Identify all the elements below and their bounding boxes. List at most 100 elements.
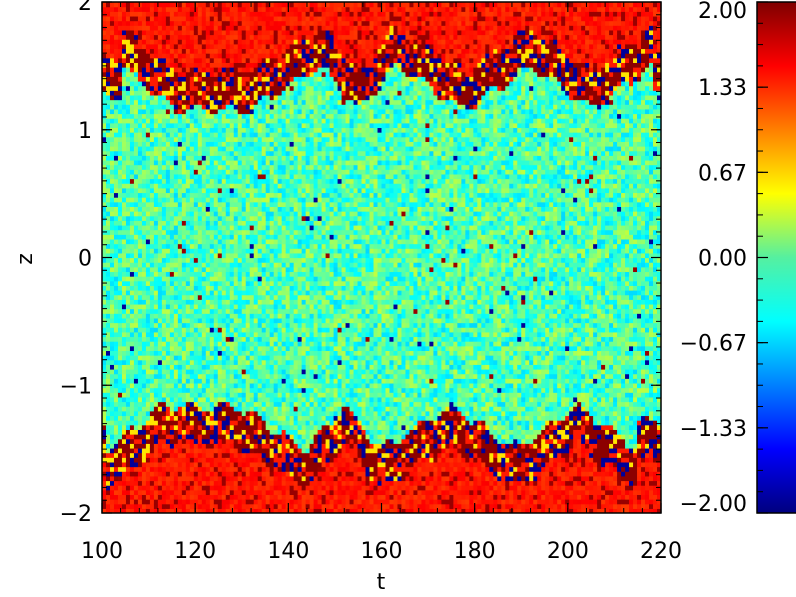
- heatmap-cell: [222, 30, 227, 35]
- heatmap-cell: [238, 467, 243, 472]
- heatmap-cell: [250, 360, 255, 365]
- heatmap-cell: [254, 281, 259, 286]
- heatmap-cell: [166, 39, 171, 44]
- heatmap-cell: [186, 239, 191, 244]
- heatmap-cell: [154, 202, 159, 207]
- heatmap-cell: [278, 174, 283, 179]
- heatmap-cell: [146, 323, 151, 328]
- heatmap-cell: [186, 406, 191, 411]
- heatmap-cell: [218, 480, 223, 485]
- heatmap-cell: [130, 504, 135, 509]
- heatmap-cell: [174, 281, 179, 286]
- heatmap-cell: [170, 146, 175, 151]
- heatmap-cell: [142, 21, 147, 26]
- heatmap-cell: [174, 388, 179, 393]
- heatmap-cell: [110, 346, 115, 351]
- heatmap-cell: [130, 490, 135, 495]
- heatmap-cell: [274, 457, 279, 462]
- heatmap-cell: [154, 341, 159, 346]
- heatmap-cell: [266, 290, 271, 295]
- heatmap-cell: [130, 90, 135, 95]
- heatmap-cell: [138, 383, 143, 388]
- heatmap-cell: [278, 457, 283, 462]
- heatmap-cell: [146, 406, 151, 411]
- heatmap-cell: [126, 2, 131, 7]
- heatmap-cell: [138, 443, 143, 448]
- heatmap-cell: [250, 467, 255, 472]
- heatmap-cell: [226, 16, 231, 21]
- heatmap-cell: [186, 179, 191, 184]
- heatmap-cell: [134, 448, 139, 453]
- heatmap-cell: [210, 281, 215, 286]
- heatmap-cell: [270, 378, 275, 383]
- heatmap-cell: [154, 192, 159, 197]
- heatmap-cell: [258, 151, 263, 156]
- heatmap-cell: [182, 374, 187, 379]
- heatmap-cell: [246, 392, 251, 397]
- heatmap-cell: [234, 7, 239, 12]
- heatmap-cell: [118, 457, 123, 462]
- heatmap-cell: [154, 480, 159, 485]
- heatmap-cell: [110, 499, 115, 504]
- heatmap-cell: [130, 11, 135, 16]
- heatmap-cell: [258, 155, 263, 160]
- heatmap-cell: [122, 313, 127, 318]
- heatmap-cell: [258, 383, 263, 388]
- heatmap-cell: [118, 374, 123, 379]
- heatmap-cell: [226, 127, 231, 132]
- heatmap-cell: [234, 76, 239, 81]
- heatmap-cell: [206, 244, 211, 249]
- heatmap-cell: [262, 332, 267, 337]
- heatmap-cell: [158, 216, 163, 221]
- heatmap-cell: [186, 402, 191, 407]
- heatmap-cell: [218, 62, 223, 67]
- heatmap-cell: [246, 490, 251, 495]
- heatmap-cell: [226, 267, 231, 272]
- heatmap-cell: [126, 271, 131, 276]
- heatmap-cell: [202, 406, 207, 411]
- heatmap-cell: [182, 244, 187, 249]
- heatmap-cell: [138, 239, 143, 244]
- heatmap-cell: [174, 355, 179, 360]
- heatmap-cell: [270, 499, 275, 504]
- heatmap-cell: [234, 188, 239, 193]
- heatmap-cell: [246, 267, 251, 272]
- heatmap-cell: [170, 434, 175, 439]
- heatmap-cell: [202, 192, 207, 197]
- heatmap-cell: [238, 374, 243, 379]
- heatmap-cell: [258, 206, 263, 211]
- heatmap-cell: [226, 35, 231, 40]
- heatmap-cell: [242, 16, 247, 21]
- heatmap-cell: [170, 35, 175, 40]
- heatmap-cell: [150, 72, 155, 77]
- heatmap-cell: [142, 76, 147, 81]
- heatmap-cell: [166, 86, 171, 91]
- heatmap-cell: [158, 127, 163, 132]
- heatmap-cell: [198, 271, 203, 276]
- heatmap-cell: [194, 364, 199, 369]
- heatmap-cell: [262, 174, 267, 179]
- heatmap-cell: [210, 457, 215, 462]
- heatmap-cell: [142, 323, 147, 328]
- heatmap-cell: [186, 244, 191, 249]
- heatmap-cell: [266, 429, 271, 434]
- heatmap-cell: [250, 341, 255, 346]
- heatmap-cell: [122, 35, 127, 40]
- heatmap-cell: [118, 299, 123, 304]
- heatmap-cell: [266, 132, 271, 137]
- heatmap-cell: [190, 30, 195, 35]
- heatmap-cell: [214, 448, 219, 453]
- heatmap-cell: [190, 58, 195, 63]
- heatmap-cell: [278, 369, 283, 374]
- heatmap-cell: [210, 323, 215, 328]
- heatmap-cell: [254, 383, 259, 388]
- heatmap-cell: [130, 100, 135, 105]
- heatmap-cell: [222, 16, 227, 21]
- heatmap-cell: [166, 429, 171, 434]
- heatmap-cell: [202, 420, 207, 425]
- heatmap-cell: [154, 155, 159, 160]
- heatmap-cell: [266, 21, 271, 26]
- heatmap-cell: [222, 234, 227, 239]
- heatmap-cell: [274, 44, 279, 49]
- heatmap-cell: [210, 448, 215, 453]
